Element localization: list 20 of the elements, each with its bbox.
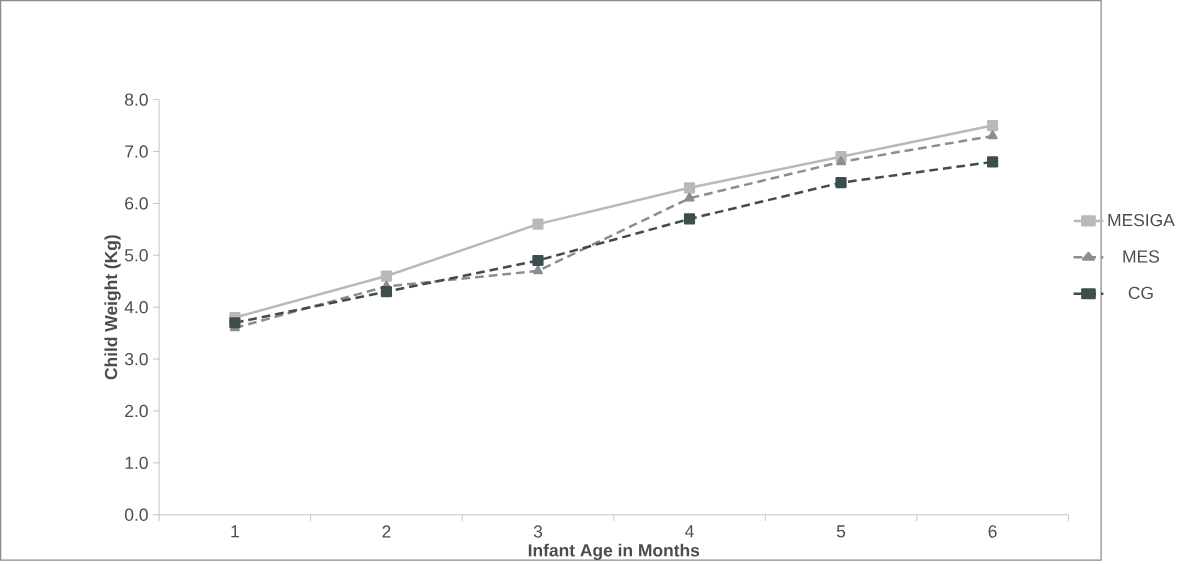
y-tick-label: 4.0 — [124, 300, 148, 314]
x-tick-label: 1 — [231, 525, 239, 538]
y-axis-title: Child Weight (Kg) — [104, 235, 121, 380]
legend-label: MES — [1123, 250, 1159, 263]
y-tick-label: 3.0 — [124, 352, 148, 366]
y-tick-label: 1.0 — [125, 456, 148, 469]
x-tick-label: 4 — [685, 525, 694, 538]
y-tick-label: 2.0 — [125, 404, 148, 418]
x-tick-label: 5 — [836, 525, 846, 538]
y-tick-label: 5.0 — [125, 249, 148, 262]
x-tick-label: 2 — [382, 525, 391, 538]
y-tick-label: 6.0 — [125, 197, 148, 210]
x-axis-title: Infant Age in Months — [528, 543, 700, 560]
legend-label: CG — [1128, 286, 1153, 299]
y-tick-label: 8.0 — [125, 93, 148, 106]
y-tick-label: 0.0 — [124, 508, 148, 521]
x-tick-label: 3 — [533, 525, 543, 538]
y-tick-label: 7.0 — [125, 145, 148, 158]
x-tick-label: 6 — [988, 525, 997, 538]
legend-label: MESIGA — [1108, 213, 1175, 227]
